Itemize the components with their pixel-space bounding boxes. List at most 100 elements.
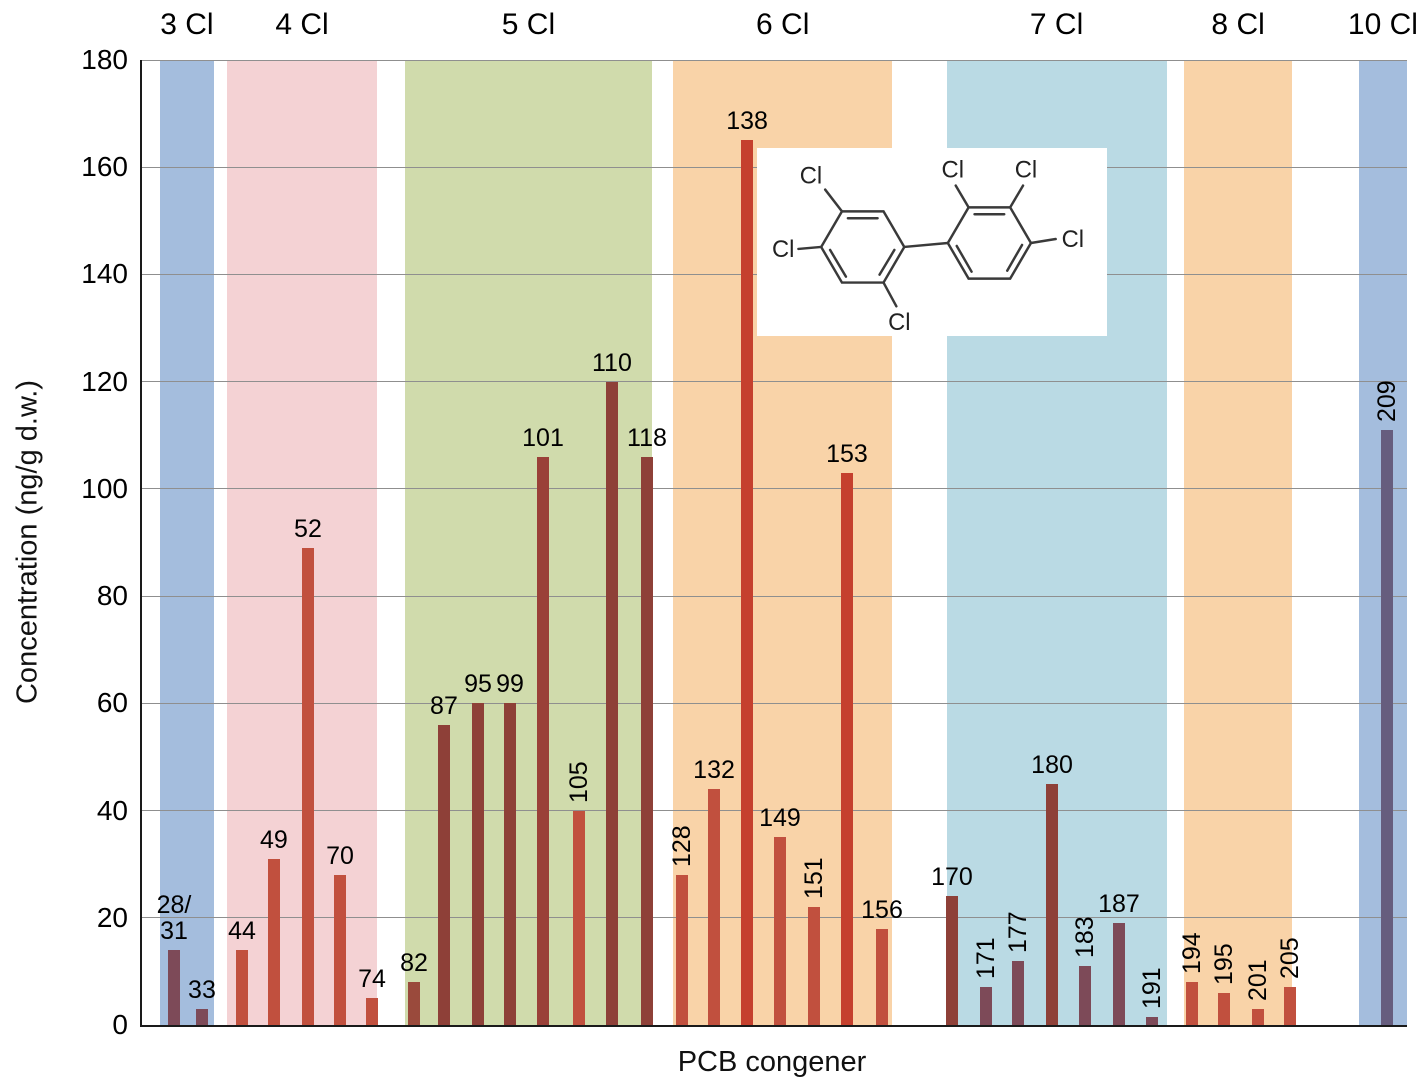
- group-label: 4 Cl: [275, 8, 329, 41]
- group-label: 3 Cl: [160, 8, 214, 41]
- bar: [537, 456, 549, 1025]
- group-label: 8 Cl: [1211, 8, 1265, 41]
- bar-label: 44: [228, 916, 256, 945]
- bar: [573, 810, 586, 1025]
- chlorination-band: [1184, 60, 1292, 1025]
- gridline: [142, 810, 1407, 812]
- plot-area: Cl Cl Cl Cl Cl Cl 3 Cl 4 Cl 5 Cl 6 Cl 7 Cl 8 …: [81, 8, 1417, 1040]
- chlorination-band: [159, 60, 215, 1025]
- bar-label: 209: [1373, 380, 1401, 422]
- bar-label: 82: [400, 949, 428, 978]
- bar-label: 33: [188, 975, 216, 1004]
- bar: [1145, 1016, 1158, 1025]
- bar-label: 195: [1209, 943, 1238, 985]
- bar: [407, 982, 420, 1025]
- bar: [1046, 783, 1059, 1025]
- cl-atom-label: Cl: [942, 158, 964, 184]
- gridline: [142, 381, 1407, 383]
- pcb-molecule-structure: Cl Cl Cl Cl Cl Cl: [772, 158, 1084, 336]
- bar-label: 153: [826, 439, 868, 468]
- bar: [267, 858, 280, 1025]
- bar-label: 170: [931, 863, 973, 892]
- bar: [168, 949, 180, 1025]
- bar: [1185, 982, 1198, 1025]
- bar-label: 171: [972, 937, 1000, 980]
- bar-label: 177: [1004, 910, 1032, 953]
- group-label: 7 Cl: [1029, 8, 1084, 41]
- bar: [945, 896, 958, 1025]
- cl-atom-label: Cl: [888, 310, 910, 336]
- y-tick-label: 40: [96, 794, 128, 826]
- bar-label: 156: [861, 895, 903, 924]
- bar: [605, 381, 618, 1025]
- bar: [236, 949, 249, 1025]
- bar: [676, 874, 689, 1025]
- bar-label: 183: [1071, 916, 1100, 959]
- group-label: 10 Cl: [1347, 8, 1417, 41]
- y-tick-label: 160: [81, 151, 128, 183]
- bar-label: 95: [464, 670, 492, 699]
- bar-label: 201: [1243, 959, 1272, 1001]
- y-tick-label: 140: [81, 258, 128, 290]
- cl-atom-label: Cl: [1015, 158, 1037, 184]
- gridline: [142, 595, 1407, 597]
- bar: [1012, 960, 1024, 1025]
- bar: [1217, 992, 1230, 1025]
- y-tick-label: 120: [81, 365, 128, 397]
- y-tick-label: 180: [81, 44, 128, 75]
- bar: [1251, 1008, 1264, 1025]
- bar-label: 205: [1275, 937, 1304, 980]
- bar-label: 49: [260, 825, 288, 854]
- y-tick-label: 100: [81, 472, 128, 504]
- cl-atom-label: Cl: [772, 237, 794, 263]
- cl-atom-label: Cl: [800, 164, 822, 190]
- bar: [1079, 966, 1092, 1025]
- y-axis-title: Concentration (ng/g d.w.): [11, 379, 44, 705]
- bar: [301, 547, 314, 1025]
- bar-label: 70: [326, 841, 354, 870]
- bar: [503, 703, 516, 1025]
- bar-label: 74: [358, 965, 386, 994]
- bar-label: 105: [565, 760, 594, 803]
- bar-label: 138: [726, 107, 768, 136]
- x-axis-title: PCB congener: [677, 1046, 867, 1078]
- bar-label: 28/ 31: [156, 890, 192, 945]
- bar-label: 191: [1137, 967, 1166, 1009]
- bar-label: 132: [693, 756, 735, 785]
- gridline: [142, 59, 1407, 61]
- bar: [708, 789, 721, 1025]
- gridline: [142, 702, 1407, 704]
- group-label: 5 Cl: [501, 8, 556, 41]
- bar: [1112, 923, 1125, 1025]
- bar: [195, 1008, 208, 1025]
- y-tick-label: 20: [96, 901, 128, 933]
- bar: [876, 928, 889, 1025]
- bar: [1283, 987, 1296, 1025]
- bar: [741, 140, 754, 1025]
- bar: [640, 456, 653, 1025]
- bar: [365, 998, 378, 1025]
- y-tick-label: 60: [96, 687, 128, 719]
- bar-label: 128: [668, 825, 697, 867]
- bar: [773, 837, 786, 1025]
- bar: [471, 703, 484, 1025]
- bar-label: 99: [496, 670, 524, 699]
- group-label: 6 Cl: [756, 8, 810, 41]
- gridline: [142, 488, 1407, 490]
- bar: [807, 907, 820, 1025]
- bar-label: 110: [592, 348, 632, 377]
- bar: [437, 724, 450, 1025]
- molecule-inset: Cl Cl Cl Cl Cl Cl: [757, 148, 1107, 336]
- bar-label: 180: [1031, 750, 1073, 779]
- bar-label: 118: [627, 423, 667, 452]
- bar-label: 52: [294, 514, 322, 543]
- cl-atom-label: Cl: [1062, 227, 1084, 253]
- bar: [980, 987, 992, 1025]
- bar-label: 87: [430, 691, 458, 720]
- bar-label: 194: [1177, 932, 1206, 975]
- bar: [333, 874, 346, 1025]
- y-tick-label: 80: [96, 580, 128, 612]
- bar-label: 151: [799, 857, 828, 900]
- bar: [840, 472, 853, 1025]
